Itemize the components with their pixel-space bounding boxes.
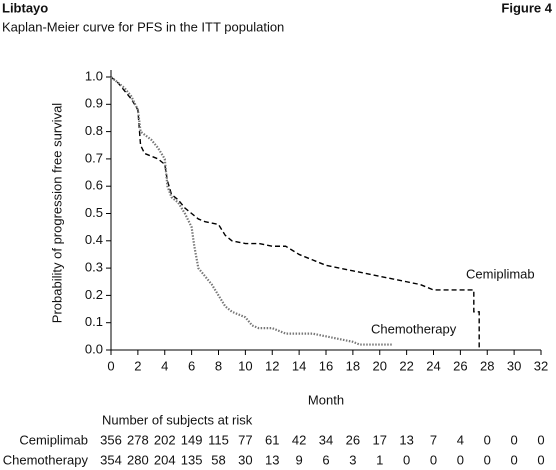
- risk-count: 4: [457, 432, 464, 447]
- km-curve: [110, 76, 480, 350]
- risk-count: 3: [349, 452, 356, 467]
- x-tick-label: 20: [373, 358, 387, 373]
- x-tick-label: 14: [292, 358, 306, 373]
- risk-count: 6: [322, 452, 329, 467]
- risk-count: 58: [211, 452, 225, 467]
- y-tick-label: 0.1: [85, 314, 103, 329]
- risk-count: 0: [484, 452, 491, 467]
- chart-subtitle: Kaplan-Meier curve for PFS in the ITT po…: [2, 19, 284, 34]
- series-label: Chemotherapy: [371, 321, 457, 336]
- x-tick-label: 6: [188, 358, 195, 373]
- x-tick-label: 16: [319, 358, 333, 373]
- y-tick-label: 0.5: [85, 205, 103, 220]
- x-tick-label: 12: [265, 358, 279, 373]
- risk-count: 0: [537, 432, 544, 447]
- series-label: Cemiplimab: [466, 266, 535, 281]
- x-tick-label: 30: [507, 358, 521, 373]
- risk-count: 354: [100, 452, 122, 467]
- x-tick-label: 4: [161, 358, 168, 373]
- y-tick-label: 0.8: [85, 123, 103, 138]
- risk-count: 9: [296, 452, 303, 467]
- x-tick-label: 26: [453, 358, 467, 373]
- risk-count: 42: [292, 432, 306, 447]
- y-tick-label: 0.7: [85, 150, 103, 165]
- risk-count: 1: [376, 452, 383, 467]
- risk-count: 278: [127, 432, 149, 447]
- risk-count: 13: [399, 432, 413, 447]
- x-axis-label: Month: [308, 392, 344, 407]
- risk-count: 77: [238, 432, 252, 447]
- risk-count: 26: [346, 432, 360, 447]
- risk-count: 280: [127, 452, 149, 467]
- x-tick-label: 28: [480, 358, 494, 373]
- risk-count: 0: [511, 432, 518, 447]
- y-tick-label: 0.9: [85, 96, 103, 111]
- risk-count: 135: [181, 452, 203, 467]
- y-tick-label: 0.3: [85, 260, 103, 275]
- x-tick-label: 2: [134, 358, 141, 373]
- y-axis-label: Probability of progression free survival: [49, 103, 64, 323]
- risk-count: 0: [484, 432, 491, 447]
- km-curve: [110, 76, 394, 346]
- risk-table-title: Number of subjects at risk: [102, 412, 253, 427]
- chart-title: Libtayo: [2, 0, 48, 15]
- risk-row-label: Cemiplimab: [19, 432, 88, 447]
- y-tick-label: 0.6: [85, 178, 103, 193]
- risk-count: 204: [154, 452, 176, 467]
- y-tick-label: 1.0: [85, 68, 103, 83]
- y-tick-label: 0.2: [85, 287, 103, 302]
- risk-count: 0: [457, 452, 464, 467]
- risk-count: 13: [265, 452, 279, 467]
- x-tick-label: 18: [346, 358, 360, 373]
- risk-count: 0: [537, 452, 544, 467]
- risk-count: 0: [511, 452, 518, 467]
- y-tick-label: 0.0: [85, 341, 103, 356]
- x-tick-label: 24: [426, 358, 440, 373]
- risk-count: 115: [208, 432, 229, 447]
- risk-count: 34: [319, 432, 333, 447]
- x-tick-label: 32: [534, 358, 548, 373]
- x-tick-label: 10: [238, 358, 252, 373]
- risk-count: 17: [373, 432, 387, 447]
- x-tick-label: 0: [107, 358, 114, 373]
- y-tick-label: 0.4: [85, 232, 103, 247]
- figure-label: Figure 4: [501, 0, 552, 15]
- x-tick-label: 8: [215, 358, 222, 373]
- risk-count: 0: [403, 452, 410, 467]
- risk-count: 30: [238, 452, 252, 467]
- risk-count: 202: [154, 432, 176, 447]
- risk-count: 7: [430, 432, 437, 447]
- risk-count: 149: [181, 432, 203, 447]
- risk-row-label: Chemotherapy: [3, 452, 89, 467]
- risk-count: 0: [430, 452, 437, 467]
- risk-count: 356: [100, 432, 122, 447]
- x-tick-label: 22: [399, 358, 413, 373]
- risk-count: 61: [265, 432, 279, 447]
